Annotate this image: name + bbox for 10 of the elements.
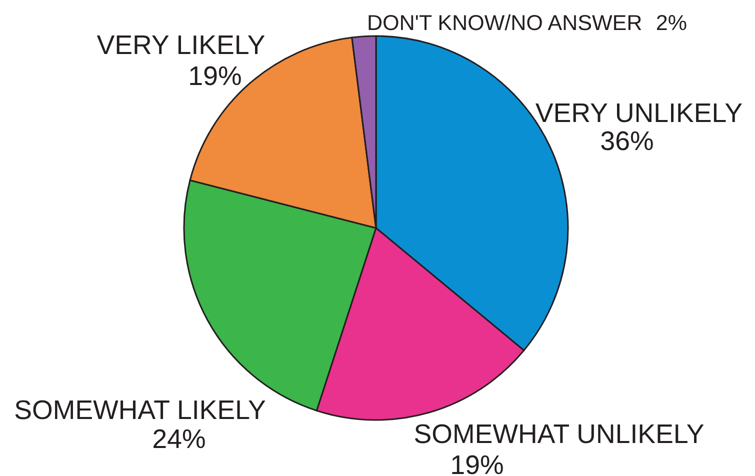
slice-label: VERY LIKELY [96, 36, 265, 54]
data-label: 36% [601, 131, 653, 150]
data-label: 2% [656, 14, 686, 30]
slice-label: DON'T KNOW/NO ANSWER [368, 14, 642, 30]
slice-label: SOMEWHAT UNLIKELY [414, 424, 704, 444]
slice-label: SOMEWHAT LIKELY [15, 400, 266, 420]
data-label: 19% [452, 455, 503, 474]
data-label: 19% [190, 66, 241, 86]
data-label: 24% [154, 429, 205, 448]
slice-label: VERY UNLIKELY [536, 104, 742, 122]
